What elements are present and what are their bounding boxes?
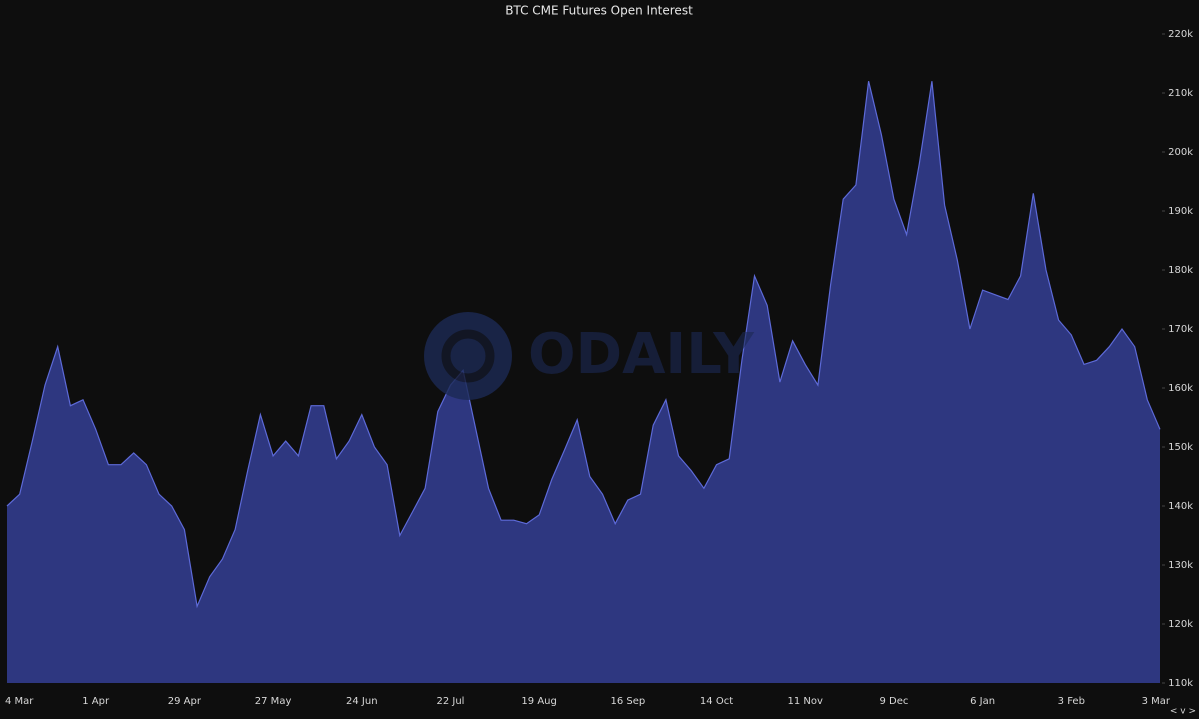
- axis-controls[interactable]: < v >: [1170, 707, 1196, 717]
- x-tick-label: 24 Jun: [346, 696, 378, 707]
- line: [6, 81, 1161, 609]
- y-tick-label: 150k: [1168, 442, 1193, 453]
- y-tick-label: 200k: [1168, 147, 1193, 158]
- x-tick-label: 1 Apr: [82, 696, 110, 707]
- x-tick-label: 27 May: [255, 696, 292, 707]
- x-tick-label: 4 Mar: [5, 696, 34, 707]
- y-tick-label: 130k: [1168, 560, 1193, 571]
- y-tick-label: 170k: [1168, 324, 1193, 335]
- x-tick-label: 14 Oct: [700, 696, 733, 707]
- x-tick-label: 3 Mar: [1142, 696, 1171, 707]
- x-tick-label: 16 Sep: [610, 696, 645, 707]
- y-tick-label: 210k: [1168, 88, 1193, 99]
- x-tick-label: 22 Jul: [436, 696, 464, 707]
- plot-area: [6, 81, 1161, 683]
- y-tick-label: 110k: [1168, 678, 1193, 689]
- x-tick-label: 19 Aug: [521, 696, 556, 707]
- x-tick-label: 3 Feb: [1058, 696, 1085, 707]
- y-tick-label: 160k: [1168, 383, 1193, 394]
- y-tick-label: 140k: [1168, 501, 1193, 512]
- x-tick-label: 9 Dec: [879, 696, 908, 707]
- watermark-group: ODAILY: [424, 312, 755, 400]
- x-tick-label: 6 Jan: [970, 696, 995, 707]
- x-tick-label: 11 Nov: [788, 696, 824, 707]
- y-tick-label: 180k: [1168, 265, 1193, 276]
- area: [7, 81, 1160, 683]
- y-tick-label: 220k: [1168, 29, 1193, 40]
- watermark-logo: [424, 312, 512, 400]
- watermark: ODAILY: [528, 322, 755, 387]
- chart-title: BTC CME Futures Open Interest: [505, 4, 693, 18]
- y-tick-label: 190k: [1168, 206, 1193, 217]
- y-tick-label: 120k: [1168, 619, 1193, 630]
- watermark-logo-ring: [441, 329, 495, 383]
- x-tick-label: 29 Apr: [168, 696, 202, 707]
